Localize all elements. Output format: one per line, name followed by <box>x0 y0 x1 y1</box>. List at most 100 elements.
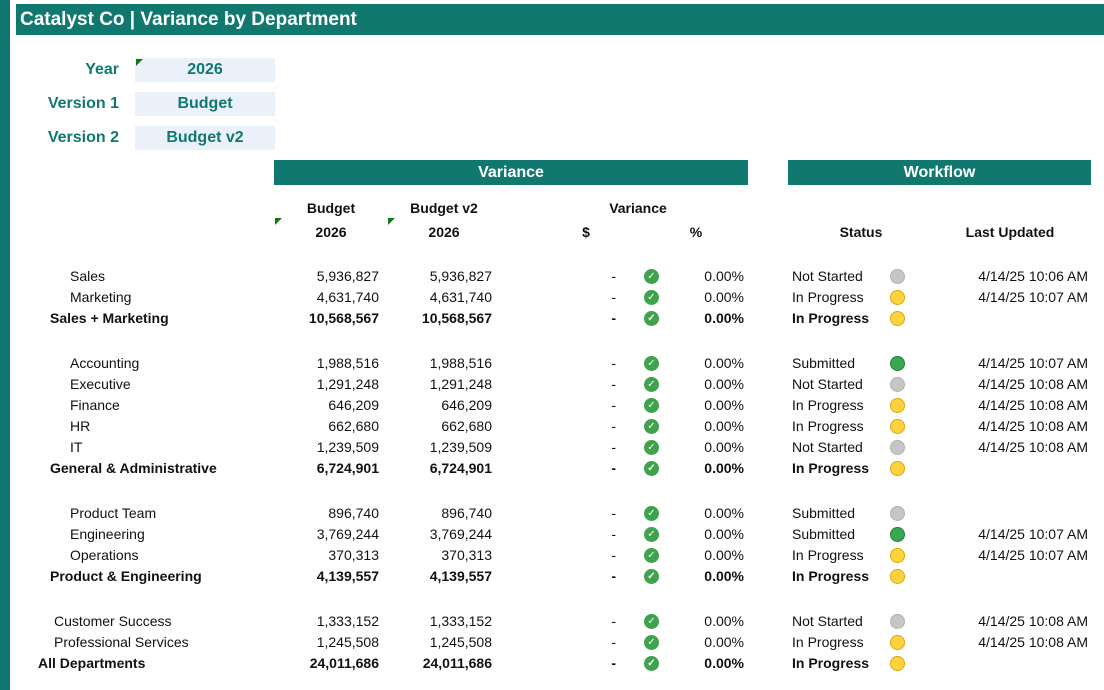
check-icon: ✓ <box>644 377 659 392</box>
department-name: Professional Services <box>54 634 189 650</box>
department-name: Engineering <box>70 526 145 542</box>
variance-amount: - <box>611 655 616 671</box>
workflow-status: In Progress <box>792 310 870 326</box>
workflow-status: Not Started <box>792 439 863 455</box>
status-grey-dot-icon <box>890 440 905 455</box>
status-yellow-dot-icon <box>890 290 905 305</box>
cell-comment-marker <box>275 218 282 225</box>
table-row: Product Team 896,740 896,740 - 0.00% Submitte… <box>0 503 1104 524</box>
col2-header-year: 2026 <box>428 224 460 240</box>
status-yellow-dot-icon <box>890 635 905 650</box>
table-row: Sales 5,936,827 5,936,827 - 0.00% Not Started… <box>0 266 1104 287</box>
last-updated-time: 4/14/25 10:07 AM <box>978 526 1088 542</box>
status-yellow-dot-icon <box>890 656 905 671</box>
variance-percent: 0.00% <box>704 289 744 305</box>
version2-value: 662,680 <box>441 418 492 434</box>
check-icon: ✓ <box>644 527 659 542</box>
version2-value: 5,936,827 <box>429 268 492 284</box>
variance-percent: 0.00% <box>704 547 744 563</box>
department-name: Finance <box>70 397 120 413</box>
version1-selector[interactable]: Budget <box>135 92 275 116</box>
workflow-status: Submitted <box>792 526 856 542</box>
version1-value: 646,209 <box>328 397 379 413</box>
department-name: All Departments <box>38 655 146 671</box>
last-updated-time: 4/14/25 10:08 AM <box>978 439 1088 455</box>
check-icon: ✓ <box>644 656 659 671</box>
version2-label: Version 2 <box>47 129 119 146</box>
workflow-status: In Progress <box>792 460 870 476</box>
variance-amount: - <box>611 439 616 455</box>
version1-value: 662,680 <box>328 418 379 434</box>
version1-value: 4,631,740 <box>316 289 379 305</box>
subtotal-row: General & Administrative 6,724,901 6,724,9… <box>0 458 1104 479</box>
table-row: Executive 1,291,248 1,291,248 - 0.00% Not Sta… <box>0 374 1104 395</box>
variance-percent: 0.00% <box>704 505 744 521</box>
variance-amount: - <box>611 547 616 563</box>
col2-header-version: Budget v2 <box>410 200 478 216</box>
version2-value: 4,631,740 <box>429 289 492 305</box>
cell-comment-marker <box>136 59 143 66</box>
variance-section-header: Variance <box>274 160 748 185</box>
check-icon: ✓ <box>644 356 659 371</box>
variance-amount: - <box>611 460 616 476</box>
version1-value: 6,724,901 <box>316 460 379 476</box>
status-grey-dot-icon <box>890 269 905 284</box>
last-updated-time: 4/14/25 10:06 AM <box>978 268 1088 284</box>
workflow-status: In Progress <box>792 547 864 563</box>
last-updated-time: 4/14/25 10:08 AM <box>978 418 1088 434</box>
last-updated-time: 4/14/25 10:08 AM <box>978 634 1088 650</box>
version1-value: 1,245,508 <box>316 634 379 650</box>
workflow-status: Not Started <box>792 613 863 629</box>
variance-percent: 0.00% <box>704 310 744 326</box>
year-selector[interactable]: 2026 <box>135 58 275 82</box>
last-updated-time: 4/14/25 10:08 AM <box>978 397 1088 413</box>
workflow-status: Submitted <box>792 505 856 521</box>
status-grey-dot-icon <box>890 506 905 521</box>
version1-value: 1,333,152 <box>316 613 379 629</box>
status-yellow-dot-icon <box>890 548 905 563</box>
status-yellow-dot-icon <box>890 419 905 434</box>
version1-value: 1,291,248 <box>316 376 379 392</box>
report-title: Catalyst Co | Variance by Department <box>16 4 1104 35</box>
table-row: HR 662,680 662,680 - 0.00% In Progress 4/14/25… <box>0 416 1104 437</box>
department-name: Marketing <box>70 289 132 305</box>
version1-value: 24,011,686 <box>309 655 379 671</box>
check-icon: ✓ <box>644 290 659 305</box>
variance-percent: 0.00% <box>704 355 744 371</box>
last-updated-time: 4/14/25 10:07 AM <box>978 289 1088 305</box>
variance-percent: 0.00% <box>704 568 744 584</box>
version1-value: 4,139,557 <box>316 568 379 584</box>
status-green-dot-icon <box>890 356 905 371</box>
version2-value: 1,333,152 <box>429 613 492 629</box>
variance-amount: - <box>611 397 616 413</box>
workflow-status: In Progress <box>792 655 870 671</box>
version1-value: 1,239,509 <box>316 439 379 455</box>
check-icon: ✓ <box>644 269 659 284</box>
workflow-status: Not Started <box>792 376 863 392</box>
variance-percent: 0.00% <box>704 376 744 392</box>
version1-value: 10,568,567 <box>308 310 379 326</box>
table-row: Engineering 3,769,244 3,769,244 - 0.00% Submi… <box>0 524 1104 545</box>
status-yellow-dot-icon <box>890 398 905 413</box>
version2-selector[interactable]: Budget v2 <box>135 126 275 150</box>
department-name: Product & Engineering <box>50 568 202 584</box>
table-row: Professional Services 1,245,508 1,245,508 -… <box>0 632 1104 653</box>
variance-percent: 0.00% <box>704 526 744 542</box>
department-name: Product Team <box>70 505 157 521</box>
table-row: Finance 646,209 646,209 - 0.00% In Progress 4/… <box>0 395 1104 416</box>
variance-amount: - <box>611 310 616 326</box>
last-updated-time: 4/14/25 10:08 AM <box>978 376 1088 392</box>
department-name: Sales <box>70 268 106 284</box>
version1-label: Version 1 <box>47 95 119 112</box>
version2-value: 4,139,557 <box>429 568 492 584</box>
version2-value: 10,568,567 <box>421 310 492 326</box>
workflow-status: Not Started <box>792 268 863 284</box>
check-icon: ✓ <box>644 419 659 434</box>
status-yellow-dot-icon <box>890 461 905 476</box>
cell-comment-marker <box>388 218 395 225</box>
department-name: Accounting <box>70 355 140 371</box>
workflow-status: In Progress <box>792 634 864 650</box>
subtotal-row: Product & Engineering 4,139,557 4,139,557 -… <box>0 566 1104 587</box>
table-row: IT 1,239,509 1,239,509 - 0.00% Not Started 4/1… <box>0 437 1104 458</box>
table-row: Accounting 1,988,516 1,988,516 - 0.00% Submit… <box>0 353 1104 374</box>
